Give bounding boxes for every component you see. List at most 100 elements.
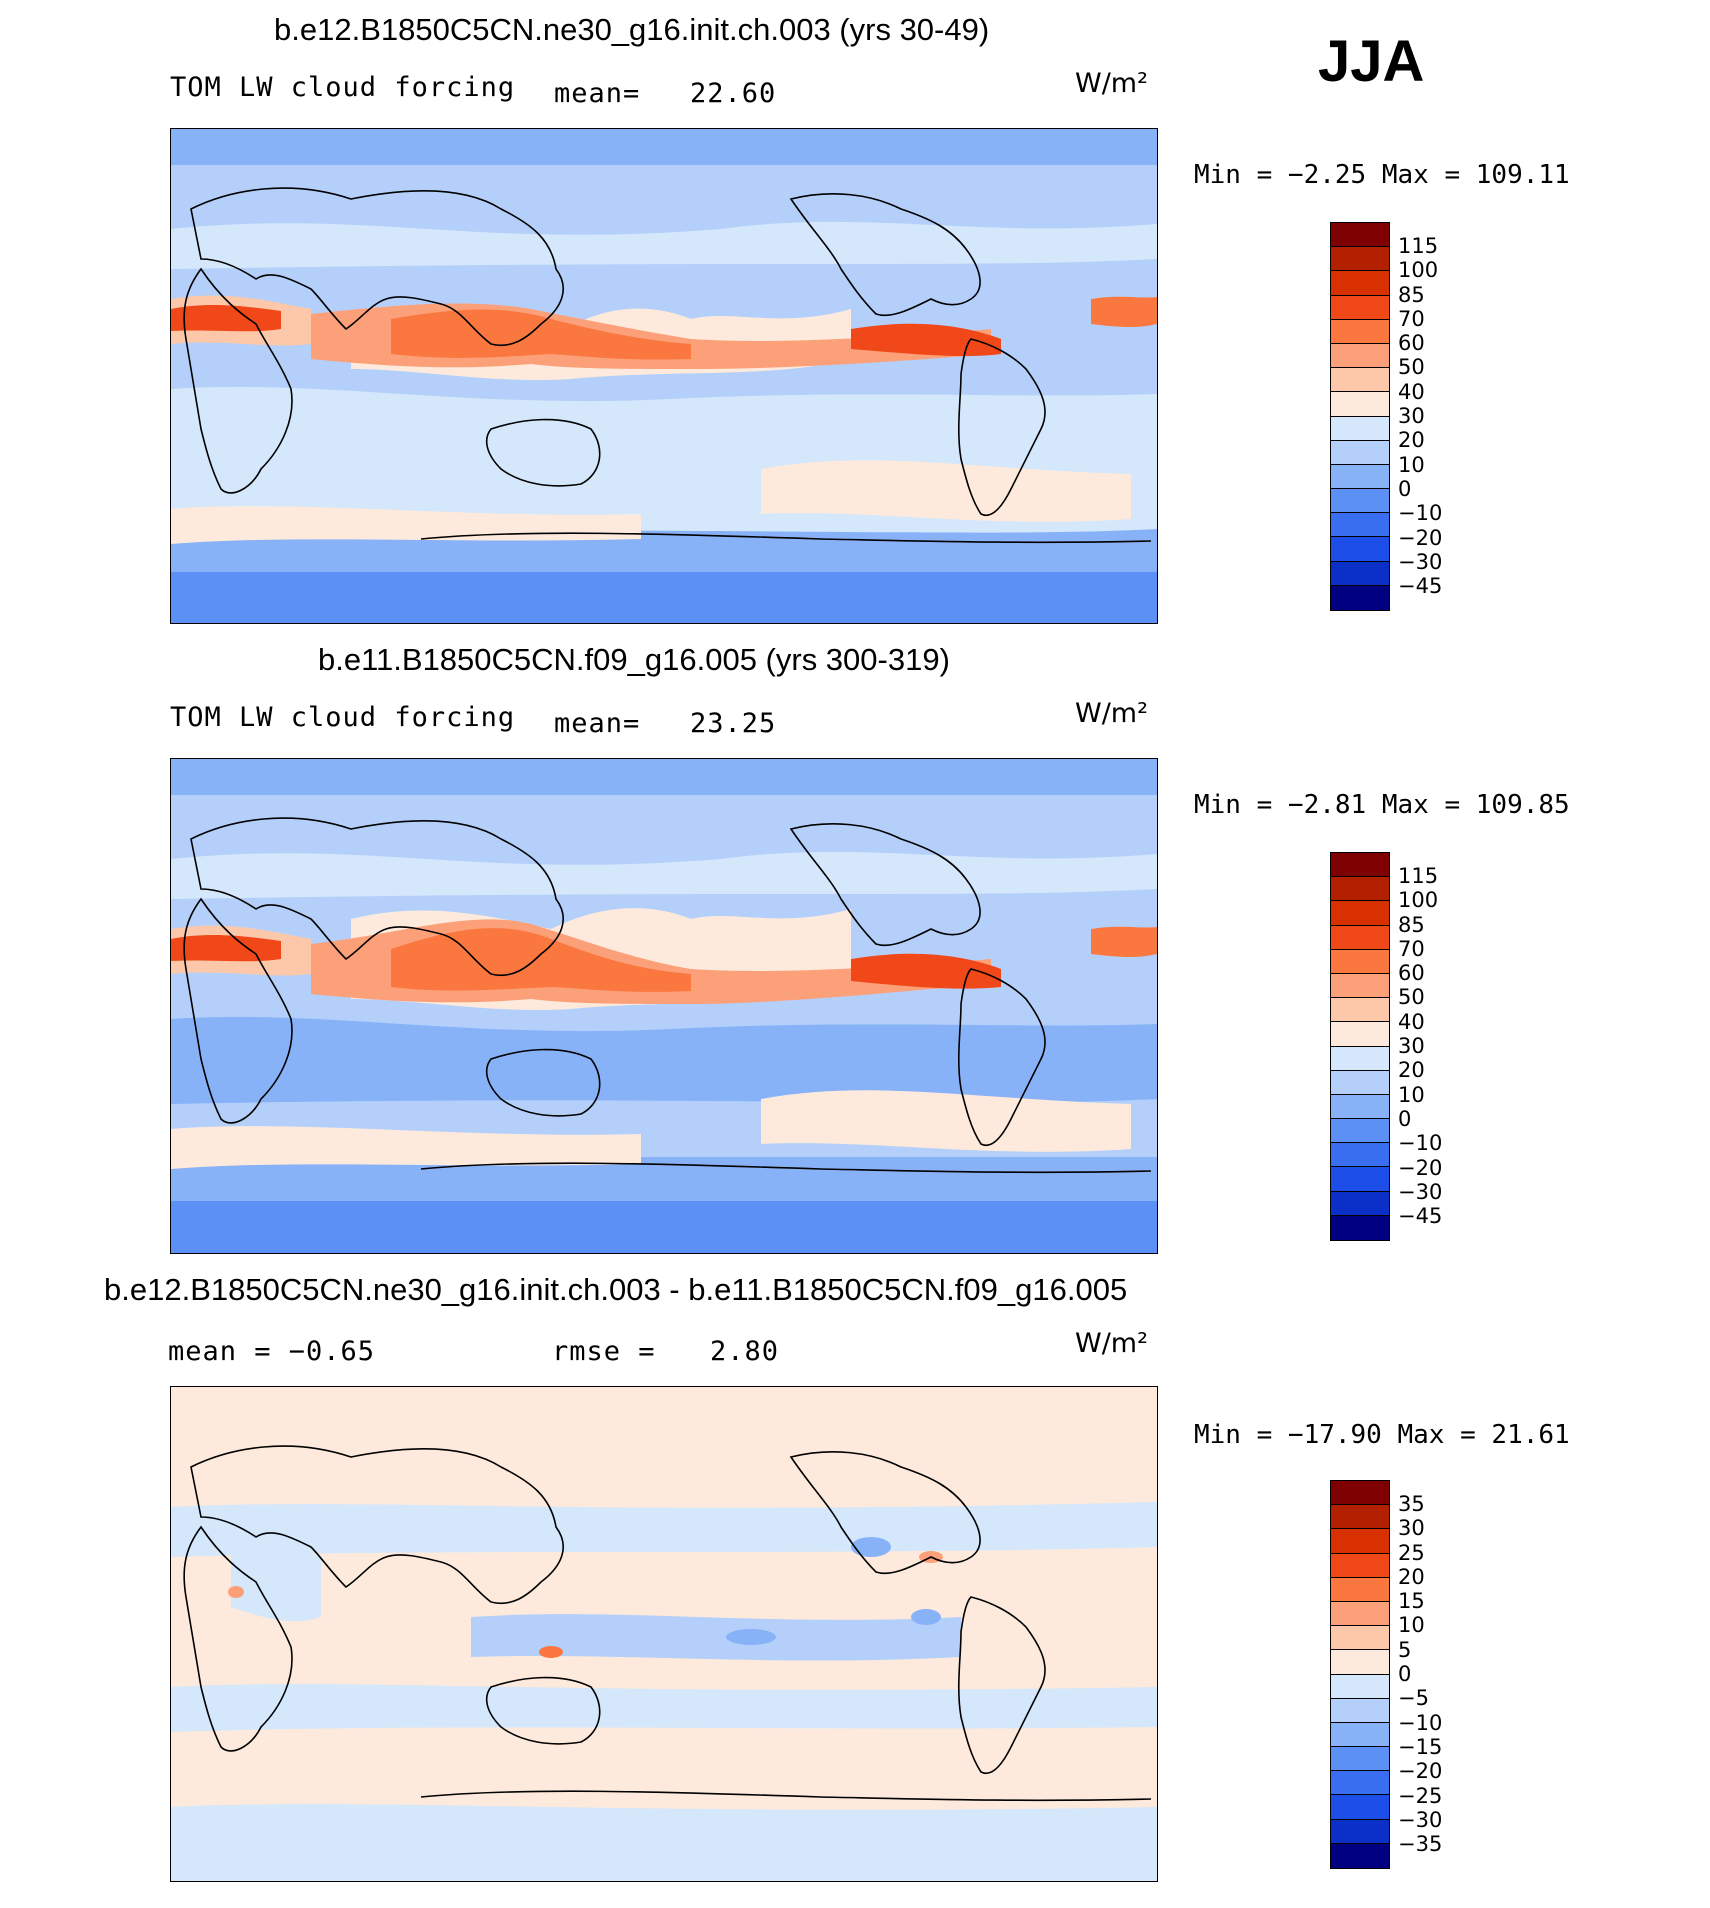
colorbar-segment <box>1331 1698 1389 1723</box>
colorbar-segment <box>1331 1626 1389 1651</box>
colorbar-segment <box>1331 925 1389 950</box>
colorbar-segment <box>1331 949 1389 974</box>
colorbar-segment <box>1331 343 1389 369</box>
colorbar-segment <box>1331 319 1389 344</box>
colorbar-tick-label: −10 <box>1398 501 1443 526</box>
colorbar-tick-label: 50 <box>1398 355 1425 380</box>
colorbar-tick-label: 60 <box>1398 331 1425 356</box>
colorbar-segment <box>1331 1674 1389 1699</box>
panel3-map <box>170 1386 1158 1882</box>
colorbar-tick-label: −30 <box>1398 549 1443 574</box>
colorbar-tick-label: 60 <box>1398 961 1425 986</box>
panel2-mean-label: mean= <box>554 708 641 739</box>
panel2-colorbar-ticks: 115 100 85 70 60 50 40 30 20 10 0 −10 −20 −30 −45 <box>1398 864 1442 1228</box>
colorbar-tick-label: 30 <box>1398 1034 1425 1059</box>
colorbar-tick-label: 20 <box>1398 1058 1425 1083</box>
colorbar-tick-label: 10 <box>1398 452 1425 477</box>
colorbar-segment <box>1331 1650 1389 1675</box>
panel3-colorbar <box>1330 1480 1390 1869</box>
colorbar-tick-label: 20 <box>1398 1564 1425 1589</box>
colorbar-segment <box>1331 295 1389 320</box>
colorbar-segment <box>1331 440 1389 465</box>
colorbar-segment <box>1331 1505 1389 1530</box>
colorbar-segment <box>1331 1046 1389 1071</box>
panel3-min-max: Min = −17.90 Max = 21.61 <box>1194 1420 1570 1450</box>
colorbar-tick-label: −25 <box>1398 1783 1443 1808</box>
colorbar-segment <box>1331 998 1389 1023</box>
panel2-map-svg <box>171 759 1157 1253</box>
colorbar-segment <box>1331 1601 1389 1627</box>
colorbar-segment <box>1331 1167 1389 1192</box>
colorbar-segment <box>1331 1771 1389 1796</box>
panel1-map <box>170 128 1158 624</box>
colorbar-tick-label: 20 <box>1398 428 1425 453</box>
colorbar-tick-label: 40 <box>1398 1009 1425 1034</box>
panel1-map-svg <box>171 129 1157 623</box>
colorbar-tick-label: −20 <box>1398 1759 1443 1784</box>
panel3-rmse-value: 2.80 <box>710 1336 780 1367</box>
panel1-mean-value: 22.60 <box>690 78 777 109</box>
colorbar-segment <box>1331 1022 1389 1047</box>
panel1-units: W/m² <box>1075 68 1148 99</box>
colorbar-segment <box>1331 223 1389 248</box>
colorbar-tick-label: 85 <box>1398 282 1425 307</box>
colorbar-segment <box>1331 1553 1389 1578</box>
colorbar-tick-label: 0 <box>1398 1662 1412 1687</box>
colorbar-segment <box>1331 489 1389 514</box>
panel2-map <box>170 758 1158 1254</box>
panel2-min-max: Min = −2.81 Max = 109.85 <box>1194 790 1570 820</box>
colorbar-segment <box>1331 271 1389 296</box>
colorbar-segment <box>1331 1577 1389 1602</box>
colorbar-tick-label: 15 <box>1398 1589 1425 1614</box>
colorbar-segment <box>1331 901 1389 926</box>
colorbar-segment <box>1331 1722 1389 1748</box>
colorbar-tick-label: 0 <box>1398 476 1412 501</box>
colorbar-tick-label: 35 <box>1398 1492 1425 1516</box>
colorbar-segment <box>1331 416 1389 441</box>
colorbar-tick-label: 10 <box>1398 1082 1425 1107</box>
panel2-variable-label: TOM LW cloud forcing <box>170 702 516 733</box>
colorbar-segment <box>1331 1795 1389 1820</box>
colorbar-tick-label: 30 <box>1398 404 1425 429</box>
panel2-units: W/m² <box>1075 698 1148 729</box>
panel2-mean-value: 23.25 <box>690 708 777 739</box>
colorbar-segment <box>1331 1070 1389 1095</box>
colorbar-segment <box>1331 513 1389 538</box>
panel2-colorbar <box>1330 852 1390 1241</box>
colorbar-segment <box>1331 1143 1389 1168</box>
colorbar-segment <box>1331 1843 1389 1868</box>
panel1-title: b.e12.B1850C5CN.ne30_g16.init.ch.003 (yr… <box>274 12 990 47</box>
colorbar-segment <box>1331 1215 1389 1240</box>
colorbar-tick-label: 25 <box>1398 1540 1425 1565</box>
colorbar-segment <box>1331 973 1389 999</box>
colorbar-tick-label: −30 <box>1398 1179 1443 1204</box>
colorbar-segment <box>1331 1119 1389 1144</box>
panel2-title: b.e11.B1850C5CN.f09_g16.005 (yrs 300-319… <box>318 642 950 677</box>
colorbar-tick-label: 40 <box>1398 379 1425 404</box>
colorbar-tick-label: −30 <box>1398 1807 1443 1832</box>
colorbar-tick-label: 10 <box>1398 1613 1425 1638</box>
colorbar-segment <box>1331 368 1389 393</box>
colorbar-tick-label: −20 <box>1398 525 1443 550</box>
colorbar-tick-label: 70 <box>1398 306 1425 331</box>
colorbar-segment <box>1331 561 1389 586</box>
colorbar-segment <box>1331 1529 1389 1554</box>
colorbar-tick-label: −15 <box>1398 1734 1443 1759</box>
panel3-title: b.e12.B1850C5CN.ne30_g16.init.ch.003 - b… <box>104 1272 1128 1307</box>
panel3-units: W/m² <box>1075 1328 1148 1359</box>
colorbar-tick-label: 100 <box>1398 258 1439 283</box>
colorbar-tick-label: 115 <box>1398 234 1439 258</box>
panel1-mean-label: mean= <box>554 78 641 109</box>
colorbar-segment <box>1331 537 1389 562</box>
colorbar-tick-label: −5 <box>1398 1686 1429 1711</box>
season-label: JJA <box>1318 29 1425 94</box>
colorbar-segment <box>1331 585 1389 610</box>
colorbar-segment <box>1331 1191 1389 1216</box>
colorbar-tick-label: 0 <box>1398 1106 1412 1131</box>
colorbar-tick-label: −20 <box>1398 1155 1443 1180</box>
panel3-rmse-label: rmse = <box>552 1336 656 1367</box>
colorbar-segment <box>1331 1481 1389 1506</box>
panel3-map-svg <box>171 1387 1157 1881</box>
colorbar-tick-label: −45 <box>1398 1204 1443 1229</box>
panel1-min-max: Min = −2.25 Max = 109.11 <box>1194 160 1570 190</box>
